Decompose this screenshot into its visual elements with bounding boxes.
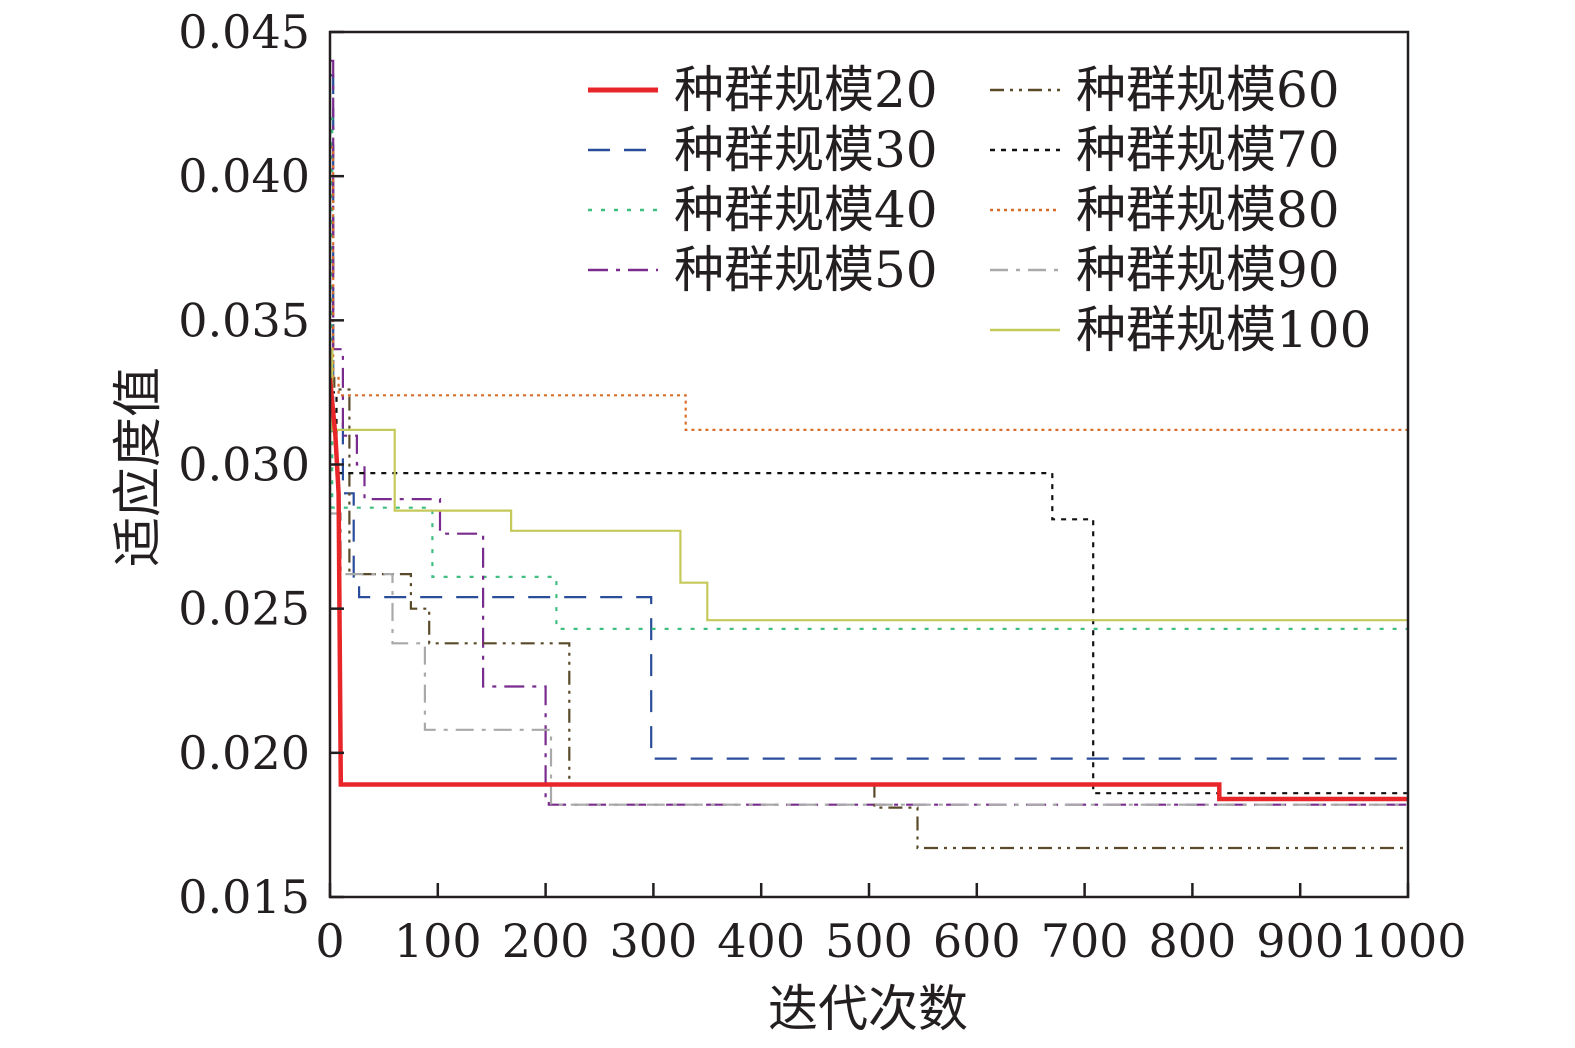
x-axis-title: 迭代次数 (768, 980, 968, 1038)
y-tick-label: 0.020 (178, 726, 310, 780)
legend-label-4: 种群规模50 (674, 241, 938, 299)
y-tick-label: 0.030 (178, 438, 310, 492)
legend-label-5: 种群规模60 (1076, 61, 1340, 119)
y-tick-label: 0.015 (178, 870, 310, 924)
x-tick-label: 300 (609, 914, 697, 968)
series-line-9 (330, 348, 1408, 622)
legend-label-7: 种群规模80 (1076, 181, 1340, 239)
legend-label-3: 种群规模40 (674, 181, 938, 239)
x-tick-label: 1000 (1349, 914, 1466, 968)
series-line-1 (330, 377, 1408, 802)
y-tick-label: 0.045 (178, 5, 310, 59)
legend: 种群规模20种群规模30种群规模40种群规模50种群规模60种群规模70种群规模… (588, 61, 1371, 359)
series-line-6 (330, 391, 1408, 795)
legend-label-2: 种群规模30 (674, 121, 938, 179)
y-tick-label: 0.035 (178, 293, 310, 347)
x-tick-label: 600 (933, 914, 1021, 968)
series-line-4 (330, 59, 1408, 806)
series-line-7 (330, 146, 1408, 431)
legend-label-8: 种群规模90 (1076, 241, 1340, 299)
x-tick-label: 400 (717, 914, 805, 968)
legend-label-6: 种群规模70 (1076, 121, 1340, 179)
x-tick-label: 500 (825, 914, 913, 968)
x-tick-label: 0 (315, 914, 344, 968)
axes: 0 100 200 300 400 500 600 700 800 900 1000 0.015 0.0… (178, 5, 1466, 968)
x-tick-label: 700 (1041, 914, 1129, 968)
series-line-5 (330, 376, 1408, 850)
y-tick-label: 0.025 (178, 582, 310, 636)
x-tick-label: 100 (394, 914, 482, 968)
y-tick-label: 0.040 (178, 149, 310, 203)
y-axis-title: 适应度值 (109, 367, 167, 567)
legend-label-9: 种群规模100 (1076, 301, 1371, 359)
x-tick-label: 900 (1256, 914, 1344, 968)
x-tick-label: 200 (502, 914, 590, 968)
plot-area (330, 59, 1408, 850)
legend-label-1: 种群规模20 (674, 61, 938, 119)
series-line-8 (330, 512, 1408, 806)
x-tick-label: 800 (1148, 914, 1236, 968)
